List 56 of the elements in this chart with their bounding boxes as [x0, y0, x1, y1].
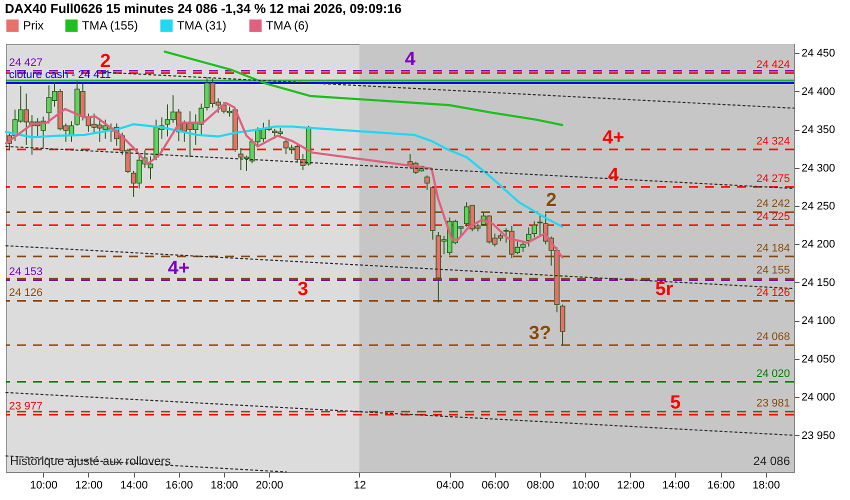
- x-tick-label: 04:00: [436, 480, 464, 492]
- x-tick-label: 06:00: [482, 480, 510, 492]
- y-tick-label: 24 450: [802, 48, 836, 60]
- y-tick-label: 24 100: [802, 315, 836, 328]
- ref-line-label: 24 155: [756, 264, 790, 277]
- legend-label: TMA (155): [82, 18, 138, 33]
- ref-line-label: 24 126: [9, 286, 43, 299]
- x-tick-label: 14:00: [662, 480, 690, 492]
- annotation: 2: [546, 190, 557, 212]
- x-tick-label: 20:00: [256, 480, 284, 492]
- x-tick-label: 08:00: [526, 480, 554, 492]
- ref-line-label: 24 324: [756, 135, 790, 148]
- y-tick-label: 24 400: [802, 86, 836, 98]
- x-tick-label: 16:00: [707, 480, 735, 492]
- ref-line-label: 24 427: [9, 56, 43, 69]
- y-tick-label: 23 950: [802, 430, 836, 442]
- x-tick-label: 12:00: [617, 480, 645, 492]
- chart-title: DAX40 Full0626 15 minutes 24 086 -1,34 % 12 mai 2026, 09:09:16: [4, 1, 402, 16]
- x-tick-label: 12:00: [75, 480, 103, 492]
- annotation: 4+: [168, 258, 190, 280]
- ref-line-label: 24 184: [756, 242, 790, 254]
- y-tick-label: 24 000: [802, 392, 836, 404]
- annotation: 5: [670, 392, 682, 414]
- ref-line-label: 24 242: [756, 198, 790, 210]
- legend-label: Prix: [23, 18, 44, 33]
- y-tick-label: 24 300: [802, 162, 836, 174]
- y-tick-label: 24 200: [802, 238, 836, 251]
- ref-line-label: 24 225: [756, 211, 790, 224]
- x-tick-label: 18:00: [752, 480, 780, 492]
- annotation: 24 086: [753, 454, 790, 468]
- y-tick-label: 24 150: [802, 276, 836, 289]
- ref-line-label: 23 977: [9, 400, 43, 413]
- annotation: 3: [298, 278, 308, 300]
- y-tick-label: 24 350: [802, 124, 836, 136]
- x-tick-label: 10:00: [572, 480, 600, 492]
- annotation: 4+: [602, 127, 624, 148]
- x-tick-label: 12: [354, 480, 366, 492]
- ref-line-label: 24 153: [9, 266, 43, 278]
- ref-line-label: 23 981: [756, 398, 790, 410]
- ref-line-label: 24 126: [756, 286, 790, 299]
- annotation: 5r: [655, 278, 674, 300]
- annotation: 4: [404, 48, 416, 70]
- ref-line-label: 24 424: [756, 59, 790, 72]
- ref-line-label: 24 020: [756, 368, 790, 380]
- y-tick-label: 24 050: [802, 353, 836, 366]
- x-tick-label: 18:00: [210, 480, 238, 492]
- x-tick-label: 10:00: [30, 480, 58, 492]
- legend-label: TMA (6): [266, 18, 309, 33]
- ref-line-label: 24 275: [756, 172, 790, 185]
- y-tick-label: 24 250: [802, 200, 836, 213]
- annotation: 4: [608, 164, 620, 186]
- x-tick-label: 14:00: [120, 480, 148, 492]
- ref-line-label: 24 068: [756, 331, 790, 344]
- x-tick-label: 16:00: [165, 480, 193, 492]
- annotation: 3?: [528, 323, 552, 344]
- legend-label: TMA (31): [177, 18, 226, 33]
